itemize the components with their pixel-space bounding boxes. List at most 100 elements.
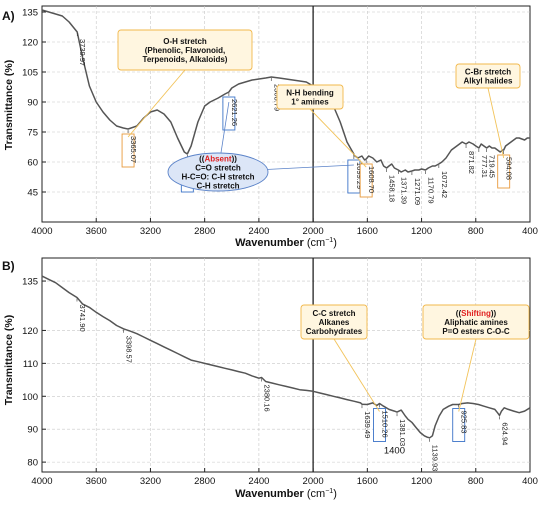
y-tick-label: 45 xyxy=(27,188,38,199)
peak-label: 1139.93 xyxy=(431,445,440,472)
x-tick-label: 3600 xyxy=(86,226,107,237)
annotation-leader-line xyxy=(333,338,380,412)
annotation-text: Carbohydrates xyxy=(306,327,363,336)
x-tick-label: 4000 xyxy=(31,476,52,487)
annotation-text: ((Absent)) xyxy=(199,155,237,164)
peak-label: 925.83 xyxy=(460,411,469,434)
peak-label: 1381.03 xyxy=(398,419,407,446)
annotation-text: N-H bending xyxy=(286,89,334,98)
x-tick-label: 3600 xyxy=(86,476,107,487)
x-tick-label: 2000 xyxy=(303,476,324,487)
peak-label: 1271.09 xyxy=(413,178,422,205)
annotation-text: (Phenolic, Flavonoid, xyxy=(145,46,225,55)
peak-label: 1170.79 xyxy=(427,177,436,204)
annotation-text: C-C stretch xyxy=(312,309,355,318)
x-tick-label: 2800 xyxy=(194,226,215,237)
y-axis-label: Transmittance (%) xyxy=(3,315,15,405)
annotation-box xyxy=(422,304,530,340)
y-tick-label: 60 xyxy=(27,158,38,169)
plot-frame xyxy=(41,5,531,223)
peak-label: 1608.70 xyxy=(367,166,376,193)
annotation-text: Aliphatic amines xyxy=(444,318,508,327)
x-tick-label: 1200 xyxy=(411,226,432,237)
peak-label: 2621.26 xyxy=(230,99,239,126)
x-tick-label: 3200 xyxy=(140,226,161,237)
x-tick-label: 1600 xyxy=(357,226,378,237)
peak-label-box xyxy=(121,133,135,168)
y-tick-label: 120 xyxy=(22,38,38,49)
peak-label: 1371.39 xyxy=(399,177,408,204)
absent-ellipse xyxy=(167,152,269,192)
annotation-text: Alkanes xyxy=(319,318,350,327)
annotation-text: H-C=O: C-H stretch xyxy=(181,173,254,182)
annotation-text: P=O esters C-O-C xyxy=(442,327,510,336)
x-tick-label: 1200 xyxy=(411,476,432,487)
y-axis-label: Transmittance (%) xyxy=(3,60,15,150)
peak-label: 1510.26 xyxy=(380,411,389,438)
x-tick-label: 1600 xyxy=(357,476,378,487)
annotation-leader-line xyxy=(309,108,367,168)
x-tick-label: 800 xyxy=(468,226,484,237)
annotation-box xyxy=(276,84,344,110)
plot-frame xyxy=(41,257,531,473)
x-tick-label: 400 xyxy=(522,226,538,237)
x-tick-label: 400 xyxy=(522,476,538,487)
peak-label-box xyxy=(497,154,511,189)
y-tick-label: 80 xyxy=(27,458,38,469)
panel-a: 4000 3600 3200 2800 2400 2000 1600 1200 800 400 45… xyxy=(2,5,538,249)
peak-label: 719.45 xyxy=(488,155,497,178)
peak-label-box xyxy=(373,408,386,442)
annotation-box xyxy=(455,63,521,89)
annotation-text: C=O stretch xyxy=(195,164,241,173)
peak-label: 777.31 xyxy=(480,155,489,178)
y-tick-label: 75 xyxy=(27,128,38,139)
annotation-text: O-H stretch xyxy=(163,37,207,46)
peak-label: 3739.97 xyxy=(78,39,87,66)
panel-label: B) xyxy=(2,259,15,273)
x-tick-label: 3200 xyxy=(140,476,161,487)
x-tick-label: 2000 xyxy=(303,226,324,237)
peak-label: 871.82 xyxy=(467,151,476,174)
y-tick-label: 110 xyxy=(23,359,38,370)
x-tick-label: 2400 xyxy=(248,476,269,487)
annotation-text: ((Shifting)) xyxy=(456,309,497,318)
annotation-leader-line xyxy=(487,87,505,159)
peak-label: 3741.90 xyxy=(78,305,87,332)
x-tick-label: 800 xyxy=(468,476,484,487)
y-tick-label: 90 xyxy=(27,425,38,436)
y-tick-label: 100 xyxy=(22,392,38,403)
peak-label-box xyxy=(359,163,373,198)
y-tick-label: 105 xyxy=(22,68,38,79)
x-tick-label: 2800 xyxy=(194,476,215,487)
y-tick-label: 135 xyxy=(22,8,38,19)
peak-label: 624.94 xyxy=(501,422,510,445)
peak-label: 594.08 xyxy=(505,157,514,180)
annotation-text: C-H stretch xyxy=(196,182,239,191)
annotation-text: 1° amines xyxy=(291,98,329,107)
peak-label: 1458.18 xyxy=(388,175,397,202)
y-tick-label: 120 xyxy=(22,326,38,337)
spectrum-line xyxy=(41,275,531,439)
annotation-leader-line xyxy=(458,338,477,412)
peak-label: 1699.29 xyxy=(355,162,364,189)
x-tick-label: 4000 xyxy=(31,226,52,237)
panel-label: A) xyxy=(2,9,15,23)
annotation-text: Alkyl halides xyxy=(464,77,513,86)
x-axis-label: Wavenumber (cm−1) xyxy=(235,237,337,249)
annotation-box xyxy=(117,29,253,71)
annotation-text: Terpenoids, Alkaloids) xyxy=(143,55,228,64)
panel-b: 4000 3600 3200 2800 2400 2000 1600 1200 800 400 80… xyxy=(2,257,538,500)
peak-label-box xyxy=(452,408,466,442)
peak-label: 1639.49 xyxy=(363,411,372,438)
peak-label: 3398.57 xyxy=(125,336,134,363)
peak-label: 1072.42 xyxy=(440,171,449,198)
spectrum-line xyxy=(41,9,530,173)
y-tick-label: 90 xyxy=(27,98,38,109)
peak-label: 2380.16 xyxy=(263,385,272,412)
peak-label: 3365.07 xyxy=(129,136,138,163)
free-label: 1400 xyxy=(384,445,405,456)
annotation-text: C-Br stretch xyxy=(465,68,511,77)
x-tick-label: 2400 xyxy=(248,226,269,237)
y-tick-label: 135 xyxy=(22,277,38,288)
